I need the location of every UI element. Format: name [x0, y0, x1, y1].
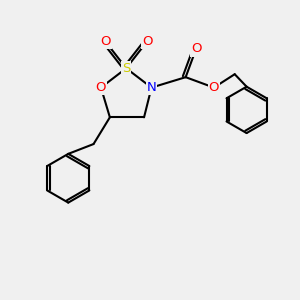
Text: O: O	[100, 35, 111, 48]
Text: N: N	[147, 81, 156, 94]
Text: O: O	[191, 42, 201, 56]
Text: O: O	[142, 35, 152, 48]
Text: S: S	[122, 62, 130, 75]
Text: O: O	[96, 81, 106, 94]
Text: O: O	[209, 81, 219, 94]
